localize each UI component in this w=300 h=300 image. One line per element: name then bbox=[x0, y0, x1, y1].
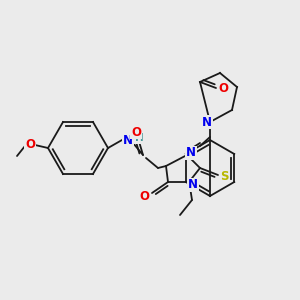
Text: N: N bbox=[188, 178, 198, 191]
Text: O: O bbox=[139, 190, 149, 203]
Text: H: H bbox=[135, 133, 143, 143]
Text: N: N bbox=[123, 134, 133, 146]
Text: O: O bbox=[131, 125, 141, 139]
Text: S: S bbox=[220, 170, 228, 184]
Text: N: N bbox=[186, 146, 196, 160]
Text: O: O bbox=[218, 82, 228, 95]
Text: N: N bbox=[202, 116, 212, 128]
Text: O: O bbox=[25, 139, 35, 152]
